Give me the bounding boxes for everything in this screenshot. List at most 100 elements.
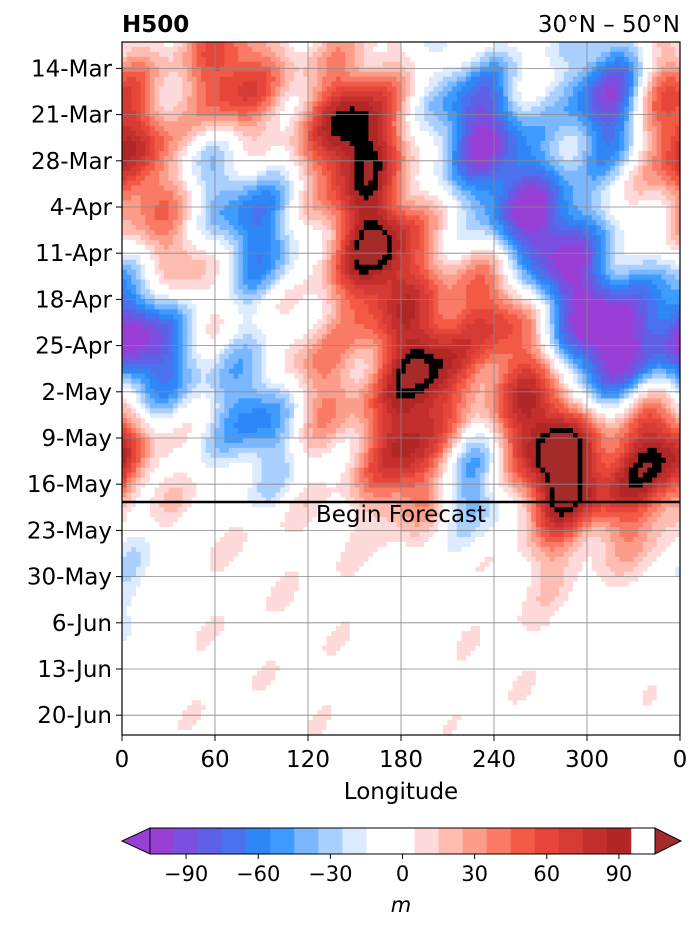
heatmap-cell bbox=[228, 56, 234, 63]
heatmap-cell bbox=[480, 96, 486, 102]
heatmap-cell bbox=[647, 51, 653, 58]
heatmap-cell bbox=[289, 66, 295, 73]
heatmap-cell bbox=[661, 160, 667, 167]
heatmap-cell bbox=[187, 51, 193, 58]
heatmap-cell bbox=[224, 111, 230, 117]
heatmap-cell bbox=[424, 101, 430, 107]
heatmap-cell bbox=[559, 200, 565, 206]
heatmap-cell bbox=[610, 185, 616, 191]
heatmap-cell bbox=[349, 66, 355, 73]
heatmap-cell bbox=[405, 91, 411, 97]
heatmap-cell bbox=[587, 121, 593, 127]
heatmap-cell bbox=[424, 180, 430, 186]
heatmap-cell bbox=[373, 51, 379, 58]
heatmap-cell bbox=[494, 190, 500, 196]
heatmap-cell bbox=[638, 126, 644, 132]
heatmap-cell bbox=[596, 230, 602, 236]
heatmap-cell bbox=[303, 180, 309, 186]
heatmap-cell bbox=[568, 155, 574, 162]
heatmap-cell bbox=[256, 195, 262, 201]
heatmap-cell bbox=[545, 175, 551, 181]
heatmap-cell bbox=[456, 111, 462, 117]
heatmap-cell bbox=[647, 185, 653, 191]
heatmap-cell bbox=[284, 170, 290, 177]
heatmap-cell bbox=[424, 106, 430, 112]
heatmap-cell bbox=[382, 76, 388, 82]
heatmap-cell bbox=[675, 66, 681, 73]
heatmap-cell bbox=[498, 155, 504, 162]
heatmap-cell bbox=[517, 111, 523, 117]
heatmap-cell bbox=[442, 145, 448, 152]
heatmap-cell bbox=[438, 205, 444, 211]
heatmap-cell bbox=[521, 136, 527, 142]
heatmap-cell bbox=[252, 51, 258, 58]
heatmap-cell bbox=[382, 175, 388, 181]
heatmap-cell bbox=[215, 220, 221, 226]
heatmap-cell bbox=[526, 91, 532, 97]
heatmap-cell bbox=[163, 106, 169, 112]
heatmap-cell bbox=[670, 230, 676, 236]
heatmap-cell bbox=[270, 42, 276, 48]
heatmap-cell bbox=[391, 175, 397, 181]
heatmap-cell bbox=[131, 240, 137, 246]
heatmap-cell bbox=[401, 116, 407, 122]
heatmap-cell bbox=[591, 56, 597, 63]
heatmap-cell bbox=[289, 225, 295, 231]
heatmap-cell bbox=[503, 71, 509, 78]
heatmap-cell bbox=[428, 150, 434, 157]
heatmap-cell bbox=[535, 160, 541, 167]
heatmap-cell bbox=[303, 42, 309, 48]
heatmap-cell bbox=[442, 200, 448, 206]
heatmap-cell bbox=[442, 76, 448, 82]
heatmap-cell bbox=[377, 81, 383, 87]
heatmap-cell bbox=[215, 190, 221, 196]
heatmap-cell bbox=[349, 180, 355, 186]
heatmap-cell bbox=[438, 136, 444, 142]
heatmap-cell bbox=[261, 165, 267, 172]
heatmap-cell bbox=[266, 66, 272, 73]
heatmap-cell bbox=[215, 170, 221, 177]
heatmap-cell bbox=[368, 71, 374, 78]
heatmap-cell bbox=[345, 56, 351, 63]
heatmap-cell bbox=[224, 51, 230, 58]
heatmap-cell bbox=[140, 141, 146, 147]
heatmap-cell bbox=[224, 106, 230, 112]
heatmap-cell bbox=[605, 200, 611, 206]
heatmap-cell bbox=[549, 175, 555, 181]
heatmap-cell bbox=[340, 76, 346, 82]
heatmap-cell bbox=[238, 61, 244, 68]
heatmap-cell bbox=[368, 46, 374, 53]
heatmap-cell bbox=[261, 121, 267, 127]
heatmap-cell bbox=[215, 175, 221, 181]
heatmap-cell bbox=[661, 76, 667, 82]
heatmap-cell bbox=[187, 46, 193, 53]
heatmap-cell bbox=[215, 195, 221, 201]
heatmap-cell bbox=[554, 220, 560, 226]
heatmap-cell bbox=[475, 220, 481, 226]
heatmap-cell bbox=[191, 131, 197, 137]
heatmap-cell bbox=[540, 56, 546, 63]
heatmap-cell bbox=[591, 185, 597, 191]
heatmap-cell bbox=[512, 71, 518, 78]
heatmap-cell bbox=[619, 155, 625, 162]
heatmap-cell bbox=[452, 170, 458, 177]
heatmap-cell bbox=[470, 56, 476, 63]
heatmap-cell bbox=[363, 121, 369, 127]
heatmap-cell bbox=[484, 160, 490, 167]
heatmap-cell bbox=[228, 46, 234, 53]
heatmap-cell bbox=[280, 145, 286, 152]
heatmap-cell bbox=[233, 185, 239, 191]
heatmap-cell bbox=[228, 76, 234, 82]
heatmap-cell bbox=[149, 116, 155, 122]
heatmap-cell bbox=[335, 46, 341, 53]
heatmap-cell bbox=[666, 56, 672, 63]
heatmap-cell bbox=[526, 205, 532, 211]
heatmap-cell bbox=[196, 81, 202, 87]
heatmap-cell bbox=[442, 116, 448, 122]
heatmap-cell bbox=[140, 106, 146, 112]
heatmap-cell bbox=[554, 76, 560, 82]
heatmap-cell bbox=[401, 86, 407, 92]
heatmap-cell bbox=[196, 225, 202, 231]
heatmap-cell bbox=[377, 180, 383, 186]
heatmap-cell bbox=[135, 86, 141, 92]
